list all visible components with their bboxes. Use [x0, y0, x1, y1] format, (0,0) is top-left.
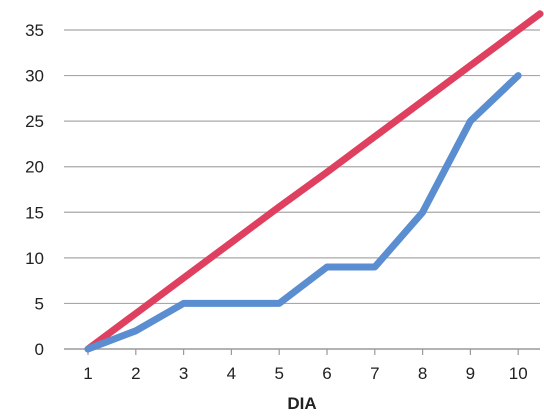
y-tick-label: 20 [25, 158, 44, 177]
x-tick-label: 2 [131, 364, 140, 383]
y-tick-label: 5 [35, 294, 44, 313]
x-tick-label: 6 [322, 364, 331, 383]
y-tick-label: 30 [25, 67, 44, 86]
y-tick-label: 10 [25, 249, 44, 268]
x-tick-label: 10 [509, 364, 528, 383]
x-tick-label: 5 [274, 364, 283, 383]
x-tick-label: 8 [418, 364, 427, 383]
x-tick-label: 1 [83, 364, 92, 383]
series-lines [84, 10, 544, 353]
y-tick-label: 25 [25, 112, 44, 131]
gridlines [64, 29, 540, 350]
x-tick-label: 7 [370, 364, 379, 383]
y-tick-label: 0 [35, 340, 44, 359]
y-tick-label: 15 [25, 203, 44, 222]
x-tick-label: 4 [227, 364, 236, 383]
y-axis-ticks: 0 5 10 15 20 25 30 35 [25, 21, 44, 359]
series-line-2 [84, 72, 522, 353]
x-axis-title: DIA [287, 394, 316, 413]
y-tick-label: 35 [25, 21, 44, 40]
series-line-1 [84, 10, 544, 353]
x-tick-label: 9 [466, 364, 475, 383]
x-tick-label: 3 [179, 364, 188, 383]
x-axis-ticks: 1 2 3 4 5 6 7 8 9 10 [83, 349, 528, 383]
